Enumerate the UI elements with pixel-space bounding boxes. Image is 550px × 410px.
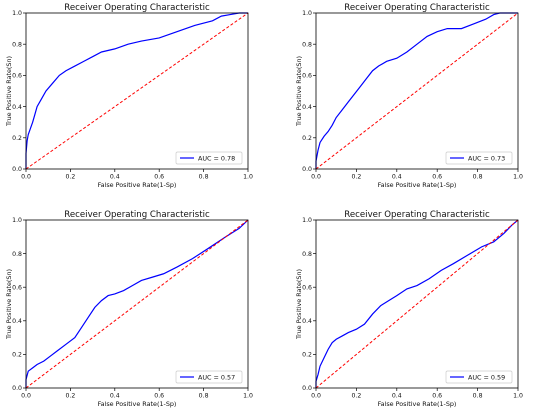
plot-frame xyxy=(25,219,249,389)
x-tick-label: 1.0 xyxy=(243,393,253,400)
y-tick-label: 0.0 xyxy=(12,385,22,392)
x-tick-label: 0.6 xyxy=(432,174,442,181)
y-axis-label: True Positive Rate(Sn) xyxy=(5,269,13,340)
x-tick-label: 0.6 xyxy=(432,393,442,400)
x-tick-label: 0.4 xyxy=(110,174,120,181)
y-axis-label: True Positive Rate(Sn) xyxy=(5,56,13,127)
x-tick-label: 0.0 xyxy=(311,393,321,400)
y-tick-label: 0.8 xyxy=(302,41,312,48)
roc-curve-line xyxy=(25,219,249,388)
x-tick-label: 0.0 xyxy=(21,174,31,181)
legend: AUC = 0.59 xyxy=(445,370,513,384)
chart-panel-4: Receiver Operating Characteristic 0.0 0.2 0… xyxy=(295,210,523,408)
y-tick-label: 0.0 xyxy=(302,166,312,173)
chart-panel-3: Receiver Operating Characteristic 0.0 0.2 0… xyxy=(5,210,253,408)
y-tick-label: 0.6 xyxy=(302,73,312,80)
chance-diagonal-line xyxy=(315,219,519,389)
y-tick-label: 0.4 xyxy=(12,104,22,111)
chart-panel-1: Receiver Operating Characteristic 0.0 0.2 0… xyxy=(5,3,253,189)
y-tick-label: 0.4 xyxy=(302,104,312,111)
y-tick-label: 1.0 xyxy=(12,217,22,224)
chart-title: Receiver Operating Characteristic xyxy=(64,210,210,220)
x-tick-label: 1.0 xyxy=(513,393,523,400)
y-tick-label: 0.2 xyxy=(302,352,312,359)
x-axis-label: False Positive Rate(1-Sp) xyxy=(378,400,457,408)
y-tick-label: 0.2 xyxy=(12,135,22,142)
y-tick-label: 0.8 xyxy=(12,251,22,258)
y-tick-label: 0.0 xyxy=(12,166,22,173)
chart-title: Receiver Operating Characteristic xyxy=(64,3,210,13)
y-tick-label: 0.8 xyxy=(12,41,22,48)
x-axis-label: False Positive Rate(1-Sp) xyxy=(378,181,457,189)
x-tick-label: 0.8 xyxy=(473,174,483,181)
y-tick-label: 0.6 xyxy=(302,284,312,291)
legend-label: AUC = 0.57 xyxy=(198,373,235,381)
x-tick-label: 0.4 xyxy=(392,174,402,181)
legend: AUC = 0.78 xyxy=(175,151,243,165)
y-axis-label: True Positive Rate(Sn) xyxy=(295,269,303,340)
roc-curve-line xyxy=(315,12,518,169)
x-tick-label: 0.2 xyxy=(65,393,75,400)
y-axis-label: True Positive Rate(Sn) xyxy=(295,56,303,127)
x-tick-label: 0.4 xyxy=(110,393,120,400)
y-tick-label: 0.0 xyxy=(302,385,312,392)
legend-label: AUC = 0.59 xyxy=(468,373,505,381)
x-tick-label: 0.2 xyxy=(65,174,75,181)
roc-curve-line xyxy=(25,12,248,169)
y-tick-label: 1.0 xyxy=(12,10,22,17)
legend: AUC = 0.57 xyxy=(175,370,243,384)
x-tick-label: 0.8 xyxy=(199,174,209,181)
y-tick-label: 0.6 xyxy=(12,284,22,291)
chart-title: Receiver Operating Characteristic xyxy=(344,3,490,13)
y-tick-label: 0.4 xyxy=(12,318,22,325)
x-tick-label: 0.2 xyxy=(351,393,361,400)
x-axis-label: False Positive Rate(1-Sp) xyxy=(98,181,177,189)
x-tick-label: 1.0 xyxy=(513,174,523,181)
legend-box xyxy=(175,370,243,384)
chance-diagonal-line xyxy=(315,12,519,170)
plot-frame xyxy=(315,12,519,170)
y-tick-label: 0.8 xyxy=(302,251,312,258)
legend-box xyxy=(175,151,243,165)
y-tick-label: 0.4 xyxy=(302,318,312,325)
legend-label: AUC = 0.78 xyxy=(198,154,235,162)
y-tick-label: 1.0 xyxy=(302,217,312,224)
x-tick-label: 0.2 xyxy=(351,174,361,181)
chance-diagonal-line xyxy=(25,12,249,170)
chance-diagonal-line xyxy=(25,219,249,389)
x-tick-label: 1.0 xyxy=(243,174,253,181)
x-tick-label: 0.0 xyxy=(311,174,321,181)
legend-box xyxy=(445,151,513,165)
y-tick-label: 1.0 xyxy=(302,10,312,17)
plot-frame xyxy=(25,12,249,170)
x-tick-label: 0.8 xyxy=(473,393,483,400)
legend-label: AUC = 0.73 xyxy=(468,154,505,162)
x-tick-label: 0.6 xyxy=(154,393,164,400)
y-tick-label: 0.2 xyxy=(12,352,22,359)
x-tick-label: 0.0 xyxy=(21,393,31,400)
legend-box xyxy=(445,370,513,384)
plot-frame xyxy=(315,219,519,389)
x-tick-label: 0.8 xyxy=(199,393,209,400)
y-tick-label: 0.2 xyxy=(302,135,312,142)
x-tick-label: 0.6 xyxy=(154,174,164,181)
roc-curve-line xyxy=(315,219,519,388)
x-axis-label: False Positive Rate(1-Sp) xyxy=(98,400,177,408)
chart-panel-2: Receiver Operating Characteristic 0.0 0.2 0… xyxy=(295,3,523,189)
legend: AUC = 0.73 xyxy=(445,151,513,165)
x-tick-label: 0.4 xyxy=(392,393,402,400)
y-tick-label: 0.6 xyxy=(12,73,22,80)
chart-title: Receiver Operating Characteristic xyxy=(344,210,490,220)
